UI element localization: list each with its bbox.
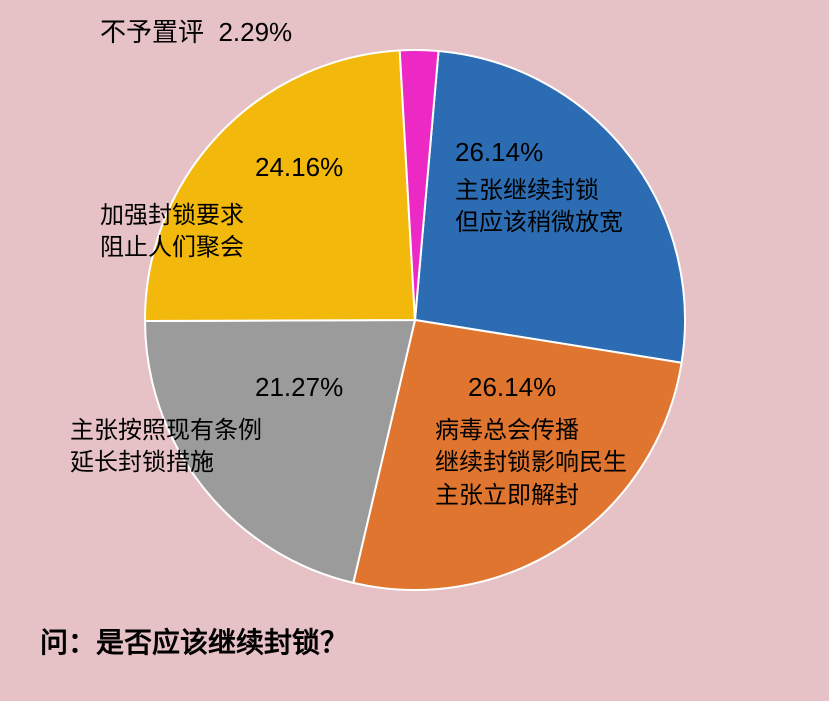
pie-chart bbox=[140, 45, 690, 600]
slice-label-s-yellow: 加强封锁要求 阻止人们聚会 bbox=[100, 200, 244, 265]
slice-pct-s-yellow: 24.16% bbox=[255, 150, 343, 185]
pie-svg bbox=[140, 45, 690, 595]
slice-pct-s-orange: 26.14% bbox=[468, 370, 556, 405]
pie-slice-s-yellow bbox=[145, 50, 415, 321]
page-root: 26.14% 主张继续封锁 但应该稍微放宽 26.14% 病毒总会传播 继续封锁影响民… bbox=[0, 0, 829, 701]
slice-label-s-blue: 主张继续封锁 但应该稍微放宽 bbox=[455, 175, 623, 240]
slice-label-s-magenta: 不予置评 2.29% bbox=[100, 15, 292, 50]
survey-question: 问：是否应该继续封锁？ bbox=[40, 621, 348, 661]
slice-pct-s-gray: 21.27% bbox=[255, 370, 343, 405]
slice-pct-s-blue: 26.14% bbox=[455, 135, 543, 170]
slice-label-s-gray: 主张按照现有条例 延长封锁措施 bbox=[70, 415, 262, 480]
slice-label-s-orange: 病毒总会传播 继续封锁影响民生 主张立即解封 bbox=[435, 415, 627, 512]
